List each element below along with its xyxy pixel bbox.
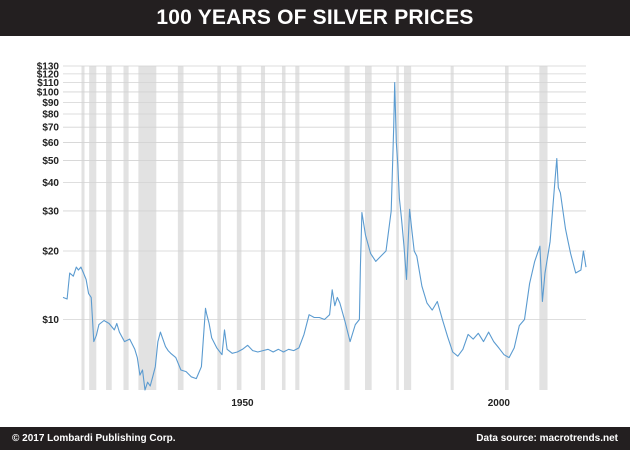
y-tick-label: $40	[42, 178, 59, 189]
y-tick-label: $120	[37, 69, 60, 80]
y-tick-label: $50	[42, 156, 59, 167]
x-tick-label: 1950	[231, 398, 254, 409]
y-tick-label: $60	[42, 138, 59, 149]
recession-band	[138, 66, 157, 390]
price-series-line	[62, 81, 587, 391]
recession-band	[295, 66, 300, 390]
recession-band	[81, 66, 85, 390]
footer-bar: © 2017 Lombardi Publishing Corp. Data so…	[0, 427, 630, 450]
y-tick-label: $20	[42, 246, 59, 257]
gridlines	[63, 65, 586, 320]
y-tick-label: $130	[37, 62, 60, 73]
chart-title: 100 YEARS OF SILVER PRICES	[156, 6, 474, 29]
recession-band	[403, 66, 412, 390]
title-bar: 100 YEARS OF SILVER PRICES	[0, 0, 630, 36]
y-tick-label: $100	[37, 87, 60, 98]
recession-band	[89, 66, 97, 390]
y-tick-label: $30	[42, 206, 59, 217]
silver-price-chart: $10 $20 $30 $40 $50 $60 $70 $80$90$100$110$120$…	[37, 62, 587, 409]
recession-band	[177, 66, 184, 390]
y-tick-label: $10	[42, 315, 59, 326]
recession-band	[365, 66, 372, 390]
chart-area: $10 $20 $30 $40 $50 $60 $70 $80 $90 $100 $110 $120 $…	[0, 36, 630, 427]
recession-band	[539, 66, 548, 390]
recession-band	[396, 66, 399, 390]
x-tick-label: 2000	[488, 398, 511, 409]
copyright-text: © 2017 Lombardi Publishing Corp.	[12, 433, 176, 444]
recession-band	[260, 66, 266, 390]
recession-band	[123, 66, 129, 390]
recession-band	[344, 66, 350, 390]
recession-band	[236, 66, 242, 390]
data-source-text: Data source: macrotrends.net	[476, 433, 618, 444]
x-axis-ticks: 1950 2000	[231, 398, 510, 409]
y-tick-label: $70	[42, 123, 59, 134]
recession-band	[450, 66, 454, 390]
recession-bands	[81, 66, 548, 390]
recession-band	[217, 66, 221, 390]
y-axis-ticks: $10 $20 $30 $40 $50 $60 $70 $80$90$100$110$120$…	[37, 62, 60, 326]
recession-band	[106, 66, 112, 390]
recession-band	[504, 66, 509, 390]
y-tick-label: $90	[42, 98, 59, 109]
y-tick-label: $80	[42, 109, 59, 120]
recession-band	[281, 66, 286, 390]
y-tick-label: $110	[37, 78, 59, 89]
